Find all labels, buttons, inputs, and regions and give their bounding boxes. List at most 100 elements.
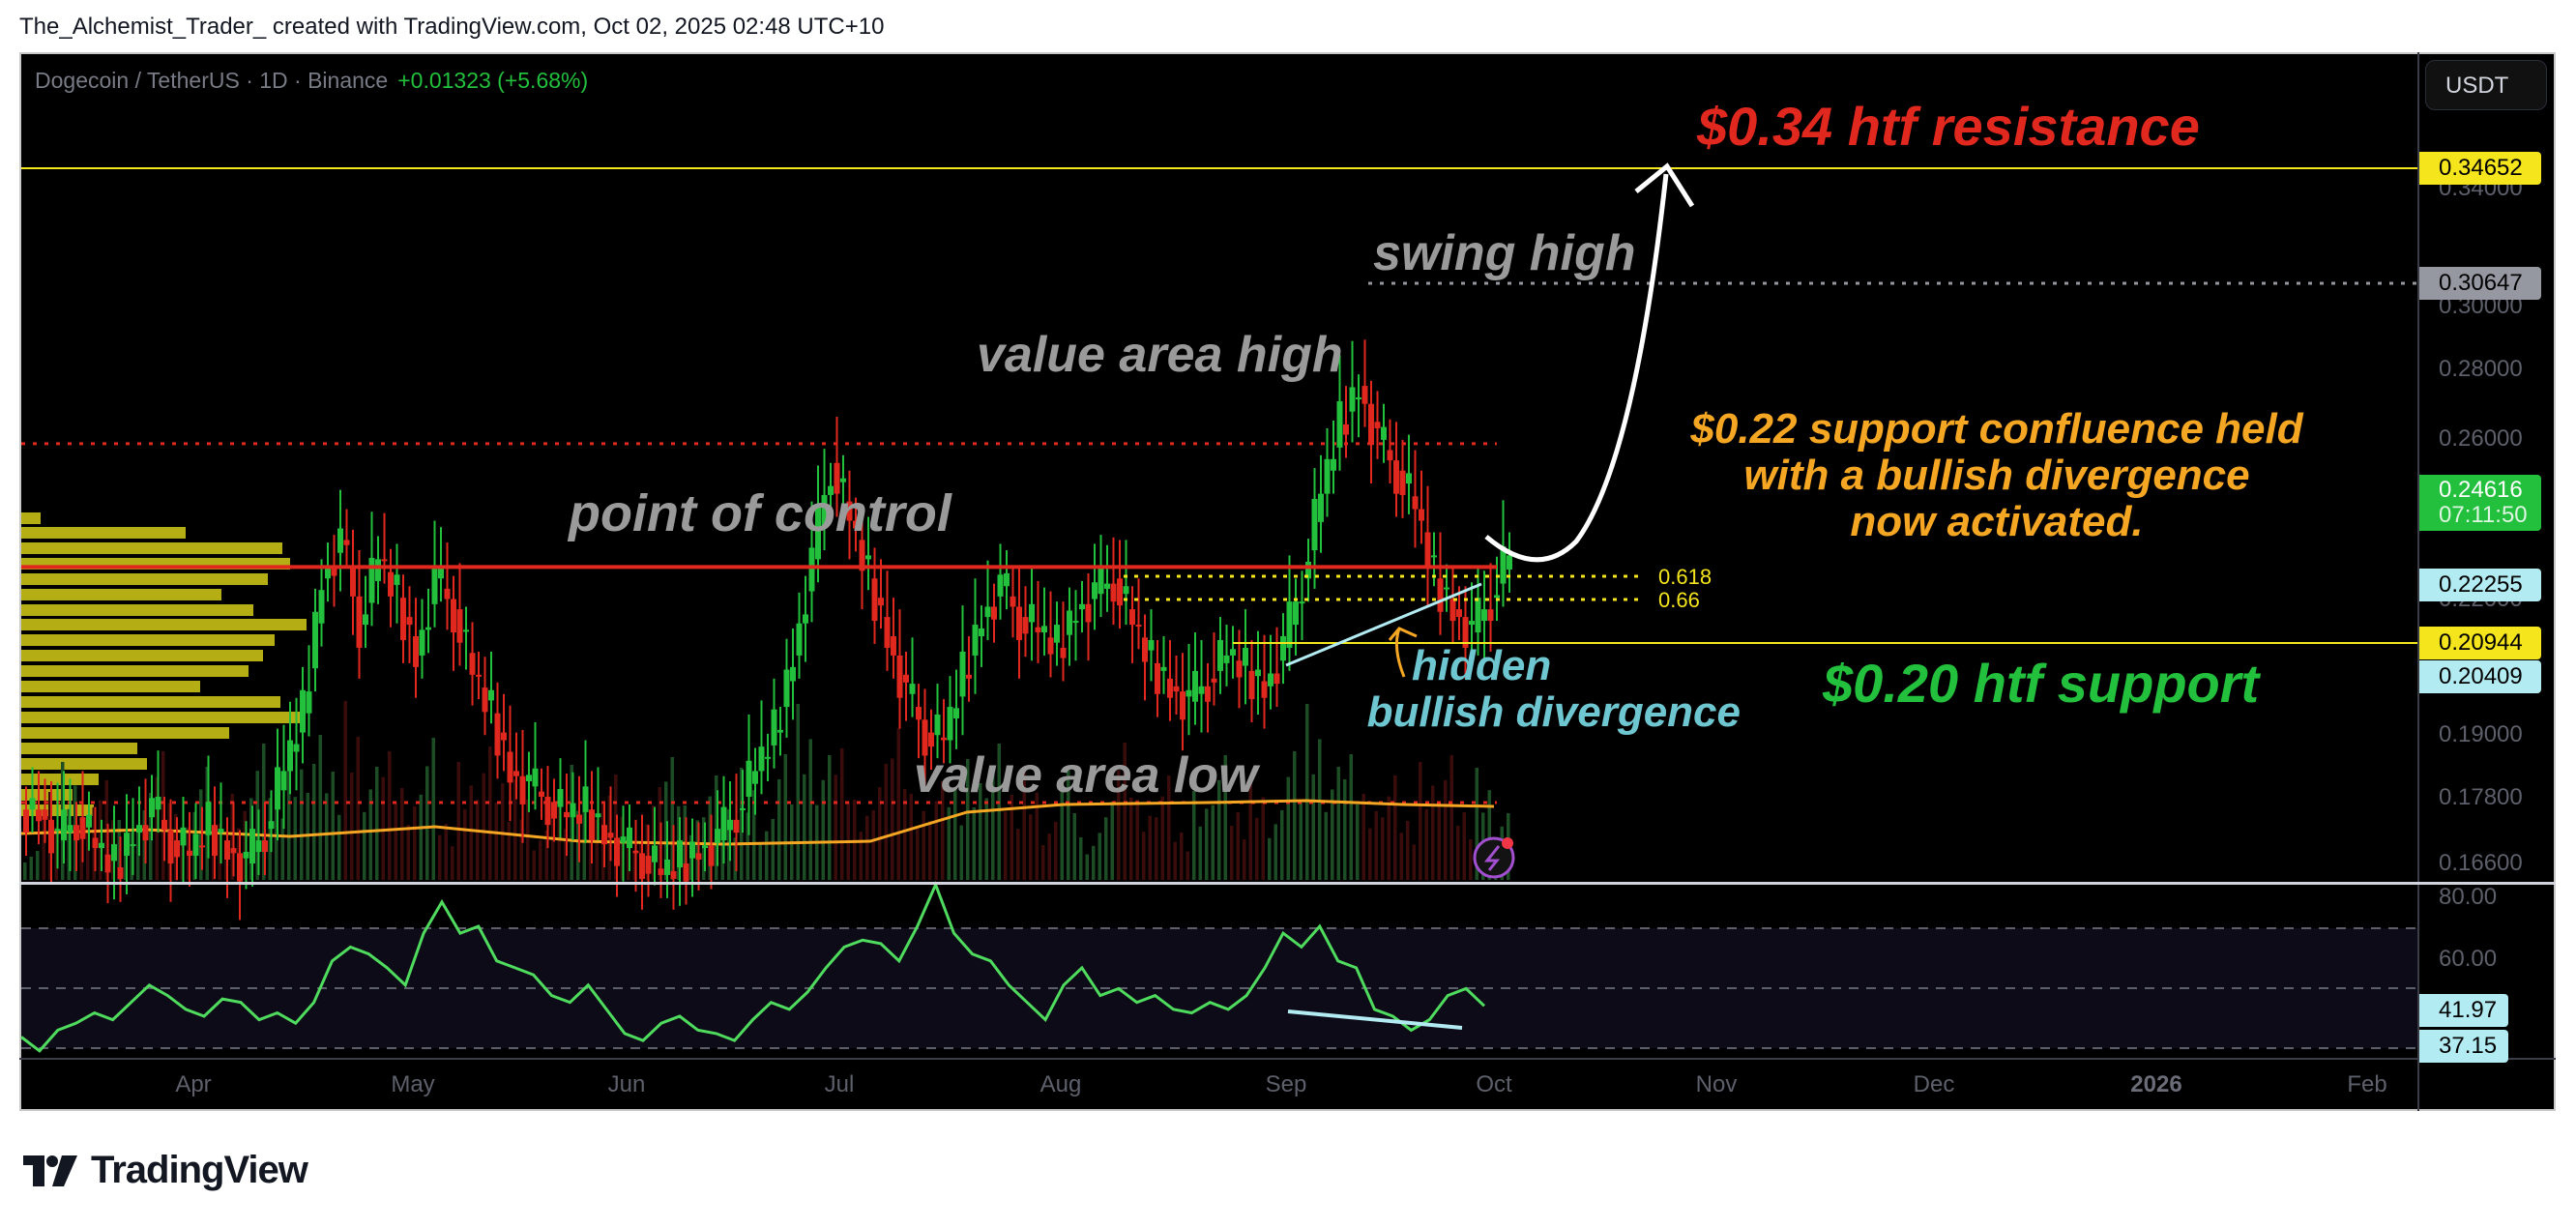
volume-bar xyxy=(1236,812,1240,880)
candle-body xyxy=(1079,603,1085,610)
candle-body xyxy=(1123,586,1129,595)
candle-body xyxy=(406,617,413,626)
candle-body xyxy=(909,684,916,694)
volume-bar xyxy=(400,788,404,880)
divergence-arrow-icon xyxy=(1388,627,1418,678)
volume-bar xyxy=(368,789,372,880)
candle-body xyxy=(413,636,419,667)
volume-profile-bar xyxy=(21,681,200,692)
volume-bar xyxy=(1469,839,1473,880)
candle-body xyxy=(1368,403,1374,446)
candle-body xyxy=(539,791,544,797)
volume-bar xyxy=(1318,739,1322,880)
candle-body xyxy=(268,821,275,830)
candle-body xyxy=(192,833,199,857)
volume-bar xyxy=(224,846,228,880)
volume-bar xyxy=(142,810,146,880)
candle-body xyxy=(695,853,702,861)
volume-bar xyxy=(54,827,58,880)
volume-bar xyxy=(1462,812,1466,880)
candle-body xyxy=(1098,565,1104,595)
candle-body xyxy=(1173,686,1180,692)
candle-body xyxy=(871,578,878,622)
pane-separator[interactable] xyxy=(19,882,2556,885)
candle-body xyxy=(99,842,104,849)
candle-body xyxy=(463,629,469,632)
volume-bar xyxy=(1123,743,1127,880)
candle-body xyxy=(576,814,582,824)
volume-bar xyxy=(394,803,397,880)
candle-body xyxy=(1180,691,1186,720)
price-tick: 0.19000 xyxy=(2439,721,2523,747)
volume-bar xyxy=(136,828,140,880)
volume-bar xyxy=(318,735,322,880)
candle-body xyxy=(1198,686,1205,694)
candle-body xyxy=(532,768,539,787)
volume-bar xyxy=(909,794,913,880)
candle-body xyxy=(1248,670,1255,700)
rsi-band xyxy=(21,928,2417,1048)
candle-body xyxy=(1016,606,1022,640)
volume-bar xyxy=(733,837,737,880)
volume-bar xyxy=(1092,845,1096,880)
rsi-line xyxy=(20,881,1486,1053)
candle-body xyxy=(689,841,695,859)
candle-body xyxy=(884,617,891,648)
volume-bar xyxy=(356,737,360,880)
candle-body xyxy=(356,596,363,648)
candle-body xyxy=(130,844,136,847)
volume-bar xyxy=(589,834,593,880)
candle-body xyxy=(1507,555,1512,570)
candle-body xyxy=(1273,673,1280,685)
volume-bar xyxy=(966,759,970,880)
volume-profile-bar xyxy=(21,696,280,708)
volume-bar xyxy=(859,832,863,880)
candle-body xyxy=(966,674,972,679)
candle-body xyxy=(740,807,746,810)
tradingview-logo[interactable]: TradingView xyxy=(23,1149,308,1192)
candle-body xyxy=(1331,458,1336,471)
volume-bar xyxy=(1186,851,1189,880)
candle-body xyxy=(494,713,501,756)
volume-bar xyxy=(903,788,907,880)
currency-button[interactable]: USDT xyxy=(2425,60,2547,110)
candle-body xyxy=(167,830,174,863)
volume-bar xyxy=(916,828,920,880)
volume-bar xyxy=(243,810,247,880)
volume-bar xyxy=(928,820,932,880)
candle-body xyxy=(1374,422,1381,428)
volume-bar xyxy=(740,768,744,880)
volume-bar xyxy=(1110,802,1114,880)
lightning-bolt-icon xyxy=(1483,845,1501,871)
volume-bar xyxy=(1098,833,1101,880)
volume-bar xyxy=(1387,796,1390,880)
candle-body xyxy=(1336,401,1343,448)
candle-body xyxy=(771,709,777,746)
volume-bar xyxy=(720,823,724,880)
volume-bar xyxy=(1230,826,1234,880)
volume-bar xyxy=(1180,833,1184,880)
volume-bar xyxy=(419,794,423,880)
volume-bar xyxy=(702,817,706,880)
volume-bar xyxy=(539,840,542,880)
volume-bar xyxy=(363,811,366,880)
swing-high-annotation: swing high xyxy=(1373,225,1636,281)
candle-body xyxy=(29,798,36,810)
price-axis-divider xyxy=(2417,52,2419,1111)
volume-bar xyxy=(783,754,787,880)
volume-bar xyxy=(1406,821,1410,880)
volume-bar xyxy=(934,801,938,880)
volume-bar xyxy=(664,781,668,880)
candle-body xyxy=(658,868,664,875)
symbol-legend[interactable]: Dogecoin / TetherUS · 1D · Binance +0.013… xyxy=(35,68,588,94)
volume-profile-bar xyxy=(21,774,99,785)
candle-body xyxy=(1148,639,1155,651)
candle-body xyxy=(601,825,607,845)
volume-bar xyxy=(1211,804,1215,880)
volume-bar xyxy=(1041,845,1045,880)
volume-bar xyxy=(884,764,888,880)
volume-bar xyxy=(972,807,976,880)
rsi-divergence-trendline xyxy=(1287,1009,1463,1030)
volume-bar xyxy=(67,808,71,880)
